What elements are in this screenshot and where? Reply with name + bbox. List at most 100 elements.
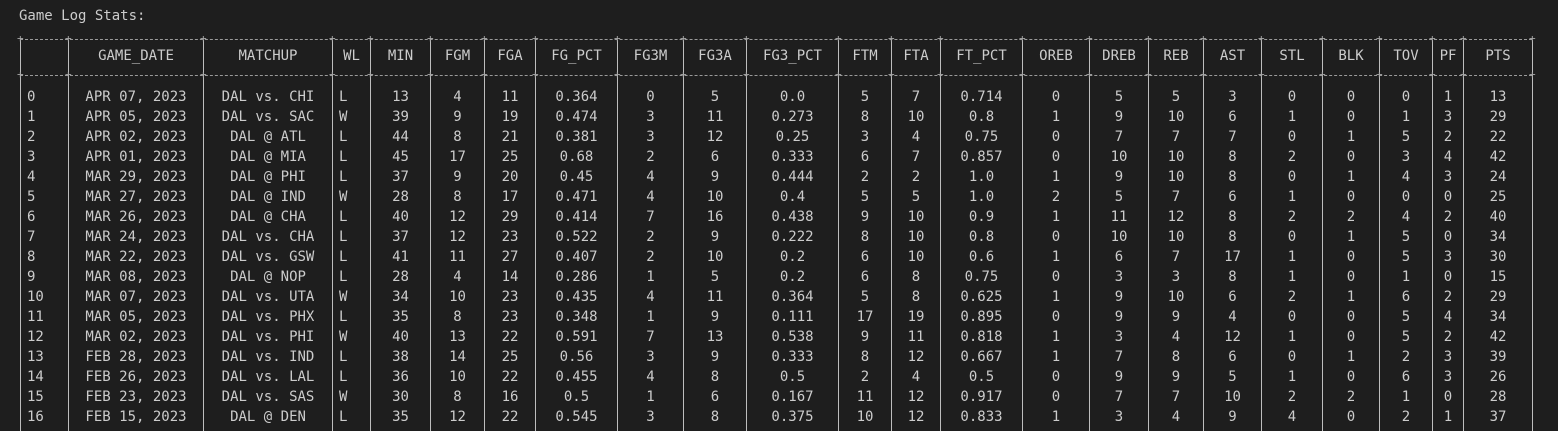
table-cell: 10	[27, 289, 44, 305]
table-cell: APR 05, 2023	[85, 109, 187, 125]
table-cell: 13	[706, 329, 724, 345]
table-cell: 0	[1443, 389, 1453, 405]
table-cell: 8	[860, 109, 870, 125]
table-cell: 0	[1401, 89, 1411, 105]
table-cell: 1	[1287, 329, 1297, 345]
table-cell: DAL @ ATL	[230, 129, 306, 145]
table-cell: 8	[1171, 349, 1181, 365]
border-junction: +	[680, 32, 687, 45]
table-cell: W	[339, 109, 348, 125]
table-cell: 10	[449, 369, 466, 385]
table-cell: 0	[1051, 269, 1061, 285]
table-cell: 35	[392, 309, 409, 325]
table-cell: MAR 24, 2023	[85, 229, 187, 245]
table-cell: 0.56	[559, 349, 594, 365]
table-cell: 1	[1051, 289, 1061, 305]
table-cell: 8	[27, 249, 36, 265]
table-cell: 9	[1114, 289, 1124, 305]
table-cell: 1.0	[968, 169, 995, 185]
table-cell: L	[339, 409, 348, 425]
table-cell: 0	[1443, 189, 1453, 205]
table-cell: 11	[1110, 209, 1128, 225]
table-cell: 8	[453, 129, 462, 145]
table-cell: 5	[860, 89, 870, 105]
table-cell: 17	[449, 149, 466, 165]
table-cell: 6	[860, 269, 870, 285]
table-cell: 8	[911, 269, 921, 285]
table-cell: 3	[646, 349, 655, 365]
column-separator	[1432, 40, 1433, 431]
border-junction: +	[481, 32, 488, 45]
table-cell: 0.6	[968, 249, 995, 265]
border-junction: +	[1086, 32, 1093, 45]
table-cell: 4	[646, 189, 655, 205]
table-cell: 0.75	[964, 269, 999, 285]
table-cell: 8	[453, 189, 462, 205]
column-separator	[838, 40, 839, 431]
table-cell: 45	[392, 149, 409, 165]
table-cell: DAL vs. PHI	[221, 329, 315, 345]
table-row: 15 FEB 23, 2023 DAL vs. SAS W 30 8 16 0.5 1 6 0.16…	[0, 387, 1558, 407]
table-cell: 25	[1489, 189, 1507, 205]
table-cell: 0.273	[771, 109, 814, 125]
table-cell: 9	[1114, 109, 1124, 125]
table-cell: 12	[1224, 329, 1241, 345]
table-cell: 40	[392, 209, 409, 225]
border-junction: +	[65, 32, 72, 45]
table-cell: 4	[646, 289, 655, 305]
border-junction: +	[680, 68, 687, 81]
table-cell: 4	[453, 269, 462, 285]
column-header: FG3_PCT	[762, 48, 822, 64]
table-cell: 0.8	[968, 109, 995, 125]
table-cell: 16	[27, 409, 44, 425]
table-cell: 3	[1443, 109, 1453, 125]
border-junction: +	[614, 68, 621, 81]
table-cell: 8	[860, 229, 870, 245]
table-cell: 42	[1489, 149, 1507, 165]
table-cell: 1	[1287, 109, 1297, 125]
table-cell: 23	[501, 289, 519, 305]
table-cell: 0	[1287, 169, 1297, 185]
table-cell: 9	[710, 229, 720, 245]
table-cell: 4	[1443, 309, 1453, 325]
table-cell: 2	[646, 229, 655, 245]
table-cell: 4	[1228, 309, 1237, 325]
table-cell: 0.818	[960, 329, 1003, 345]
table-cell: MAR 26, 2023	[85, 209, 187, 225]
table-cell: 0	[1443, 269, 1453, 285]
table-cell: 1	[1346, 289, 1356, 305]
table-cell: 36	[392, 369, 409, 385]
column-separator	[203, 40, 204, 431]
border-junction: +	[1086, 68, 1093, 81]
table-cell: 34	[1489, 229, 1507, 245]
table-cell: 0.381	[555, 129, 598, 145]
table-cell: 5	[1401, 129, 1411, 145]
table-cell: 2	[27, 129, 36, 145]
column-separator	[1532, 40, 1533, 431]
table-cell: 5	[1401, 329, 1411, 345]
table-cell: 0.591	[555, 329, 598, 345]
table-cell: 0.5	[779, 369, 806, 385]
table-cell: 10	[856, 409, 874, 425]
border-junction: +	[367, 68, 374, 81]
column-separator	[746, 40, 747, 431]
border-junction: +	[1200, 32, 1207, 45]
column-separator	[940, 40, 941, 431]
column-separator	[332, 40, 333, 431]
table-cell: 13	[27, 349, 44, 365]
table-cell: 8	[710, 409, 720, 425]
column-separator	[68, 40, 69, 431]
table-cell: 19	[907, 309, 925, 325]
table-cell: 22	[501, 369, 519, 385]
table-cell: L	[339, 229, 348, 245]
table-cell: 5	[1114, 89, 1124, 105]
table-cell: 7	[911, 149, 921, 165]
table-cell: 3	[1443, 369, 1453, 385]
table-cell: 0.444	[771, 169, 814, 185]
table-cell: L	[339, 89, 348, 105]
border-junction: +	[1376, 68, 1383, 81]
table-cell: 0	[1346, 309, 1356, 325]
table-cell: 26	[1489, 369, 1507, 385]
table-cell: 2	[1401, 349, 1411, 365]
table-cell: 0	[1287, 349, 1297, 365]
